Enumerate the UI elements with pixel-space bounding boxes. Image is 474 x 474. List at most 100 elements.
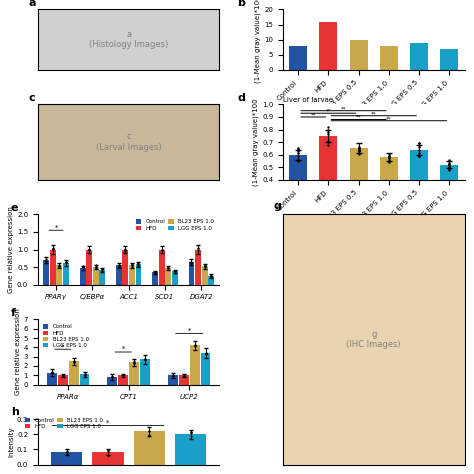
Point (151, 269, 159, 276)
Bar (159, 249, 164, 285)
Bar (108, 377, 117, 384)
Point (169, 372, 177, 379)
Point (104, 452, 112, 459)
Point (194, 244, 202, 252)
Point (128, 261, 136, 269)
Point (158, 246, 165, 254)
Legend: Control, HFD, BL23 EPS 1.0, LGG EPS 1.0: Control, HFD, BL23 EPS 1.0, LGG EPS 1.0 (23, 415, 106, 431)
Point (104, 452, 112, 459)
Point (115, 261, 123, 268)
Text: d: d (237, 93, 246, 103)
Point (294, 149, 302, 157)
Point (151, 269, 159, 276)
Point (201, 262, 209, 270)
Point (99, 268, 106, 275)
Point (70, 357, 77, 365)
Point (141, 356, 149, 363)
Text: **: ** (310, 112, 316, 118)
Point (325, 123, 332, 131)
Point (325, 137, 332, 145)
Point (415, 139, 423, 146)
Bar (179, 375, 189, 384)
Point (146, 431, 153, 439)
Bar (165, 268, 171, 285)
Text: a
(Histology Images): a (Histology Images) (89, 30, 168, 49)
Point (169, 372, 177, 379)
Point (81, 371, 88, 378)
Point (201, 263, 209, 271)
Point (194, 245, 202, 252)
Y-axis label: (1-Mean gray value)*100: (1-Mean gray value)*100 (253, 98, 259, 186)
Bar (410, 150, 428, 230)
Point (194, 246, 202, 253)
Point (92, 262, 100, 269)
Point (130, 357, 138, 365)
Bar (195, 249, 201, 285)
Point (99, 265, 106, 273)
Point (59, 371, 66, 379)
Point (385, 158, 392, 166)
Point (70, 358, 77, 366)
Point (188, 259, 195, 267)
Point (294, 153, 302, 160)
Bar (80, 268, 85, 285)
Point (446, 166, 453, 173)
Point (415, 149, 423, 156)
Point (169, 372, 177, 380)
Point (49, 245, 56, 253)
Bar (80, 374, 90, 384)
Point (188, 259, 195, 267)
Point (355, 143, 363, 150)
Point (171, 267, 179, 274)
Bar (134, 431, 165, 465)
Bar (410, 43, 428, 70)
Point (415, 146, 423, 154)
Point (207, 272, 215, 279)
Point (164, 264, 172, 272)
Point (146, 432, 153, 439)
Point (294, 156, 302, 164)
Point (325, 130, 332, 137)
Point (79, 262, 86, 270)
Point (128, 262, 136, 269)
Text: *: * (61, 343, 64, 349)
Point (355, 147, 363, 155)
Point (355, 148, 363, 155)
Bar (118, 375, 128, 384)
Y-axis label: (1-Mean gray value)*100: (1-Mean gray value)*100 (255, 0, 262, 83)
Point (70, 357, 77, 365)
Bar (122, 249, 128, 285)
Point (180, 373, 188, 380)
Point (99, 265, 106, 273)
Text: **: ** (341, 106, 346, 111)
Bar (47, 373, 57, 384)
Point (59, 372, 66, 379)
Point (48, 369, 55, 377)
Text: *: * (188, 328, 191, 333)
Bar (201, 353, 210, 384)
Point (119, 371, 127, 379)
Bar (349, 148, 368, 230)
Point (207, 273, 215, 281)
Point (158, 246, 165, 254)
Text: f: f (11, 308, 16, 318)
Legend: Control, HFD, BL23 EPS 1.0, LGG EPS 1.0: Control, HFD, BL23 EPS 1.0, LGG EPS 1.0 (134, 217, 217, 233)
Point (79, 264, 86, 271)
Point (294, 147, 302, 155)
Point (202, 349, 210, 356)
Point (62, 258, 70, 266)
Point (201, 263, 209, 270)
Bar (140, 359, 150, 384)
Text: h: h (11, 407, 18, 417)
Bar (380, 46, 398, 70)
Point (294, 144, 302, 152)
Point (122, 247, 129, 255)
Bar (56, 265, 62, 285)
Bar (63, 263, 69, 285)
Bar (136, 264, 141, 285)
Point (70, 358, 77, 365)
Text: *: * (106, 419, 109, 426)
Point (446, 156, 453, 164)
Bar (190, 346, 200, 384)
Bar (58, 375, 68, 384)
